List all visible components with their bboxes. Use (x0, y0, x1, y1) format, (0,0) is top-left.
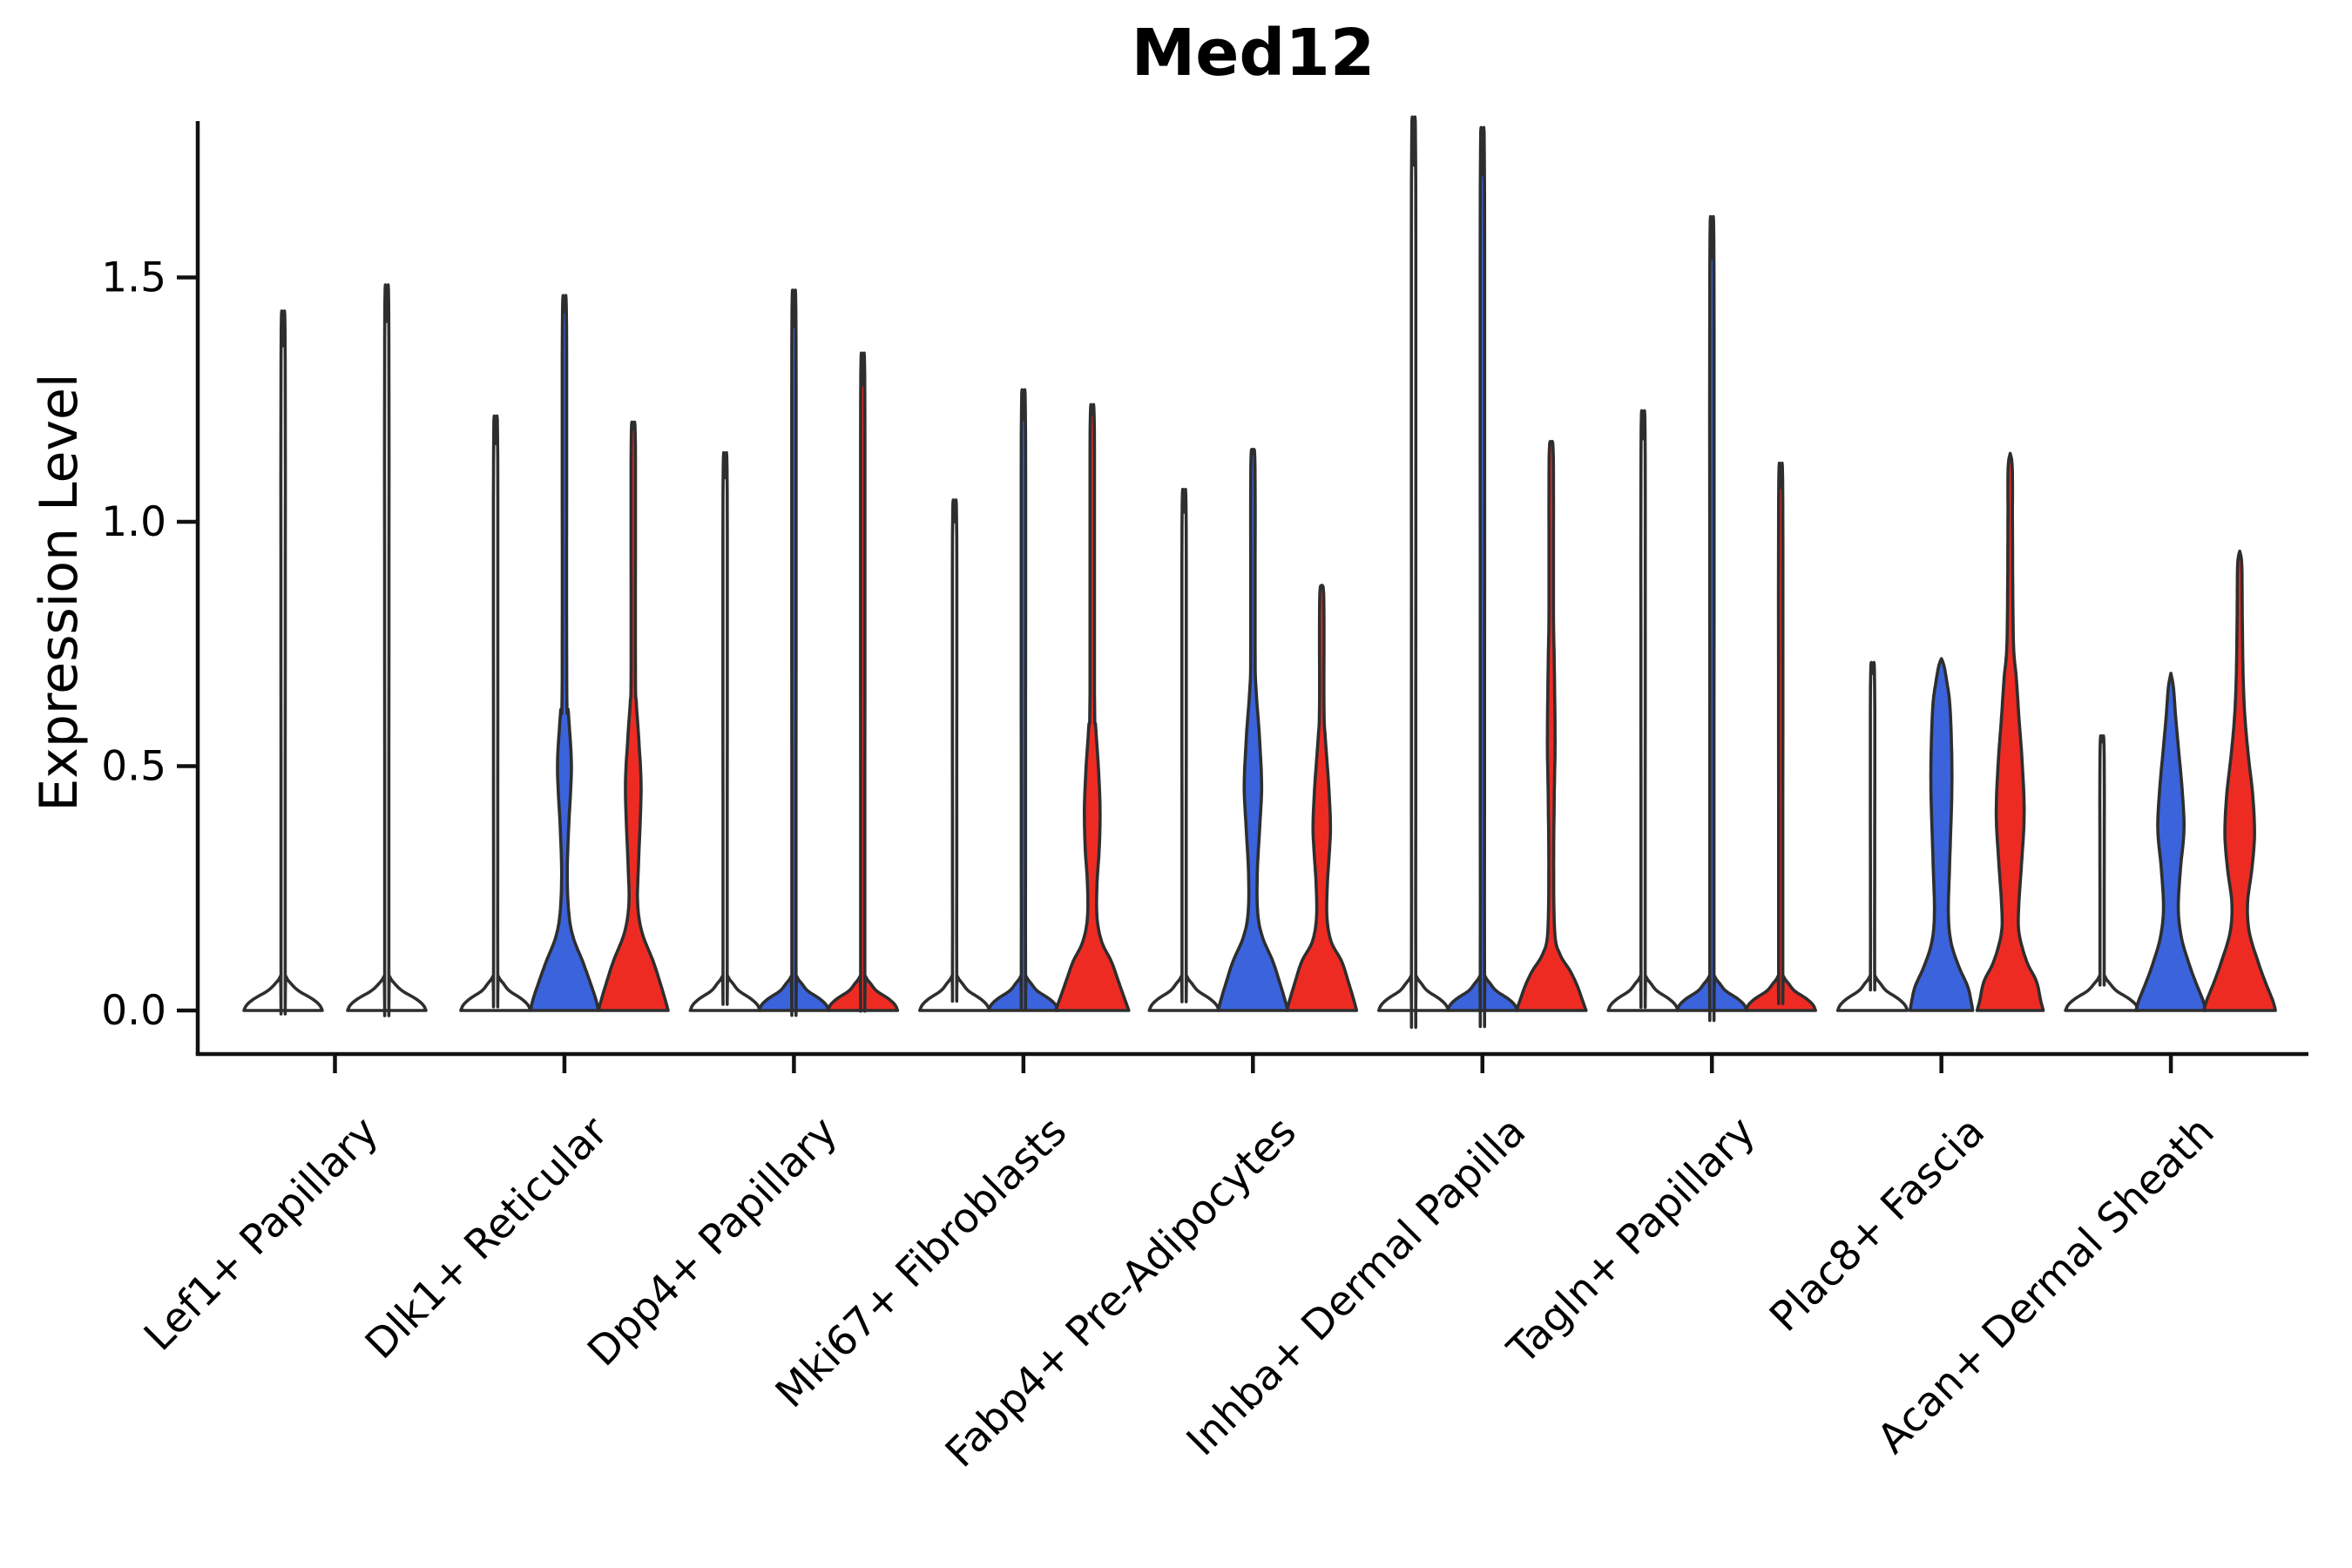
violin-Fabp4+-red (1285, 584, 1359, 1012)
violin-Dpp4+-red (826, 351, 900, 1013)
violin-Tagln+-red (1744, 461, 1817, 1012)
violin-Acan+-red (2202, 549, 2277, 1012)
violin-Lef1+-plain (242, 309, 324, 1016)
violin-Plac8+-plain (1835, 660, 1909, 1012)
y-axis-label: Expression Level (29, 373, 90, 812)
violin-Dlk1+-blue (529, 294, 600, 1012)
y-tick-label: 1.0 (101, 498, 166, 546)
violin-Dlk1+-red (597, 420, 670, 1012)
plot-title: Med12 (1131, 16, 1375, 91)
x-tick-label-6: Tagln+ Papillary (1498, 1108, 1765, 1375)
violin-Acan+-blue (2134, 672, 2207, 1012)
violin-Plac8+-blue (1908, 657, 1975, 1012)
y-tick-label: 0.0 (101, 987, 166, 1035)
violin-Plac8+-red (1975, 451, 2045, 1012)
violin-Mki67+-red (1054, 402, 1131, 1012)
x-tick-label-7: Plac8+ Fascia (1761, 1108, 1994, 1342)
x-tick-label-0: Lef1+ Papillary (135, 1108, 388, 1361)
violin-Inhba+-red (1515, 440, 1588, 1012)
x-tick-label-2: Dpp4+ Papillary (578, 1108, 847, 1376)
violin-Mki67+-plain (918, 498, 991, 1012)
violin-Dlk1+-plain (459, 414, 532, 1012)
violin-Dpp4+-blue (757, 288, 831, 1017)
violin-Tagln+-plain (1606, 409, 1680, 1012)
violin-Fabp4+-plain (1147, 488, 1221, 1012)
violin-Inhba+-blue (1446, 125, 1519, 1029)
violin-Inhba+-plain (1377, 115, 1450, 1029)
violin-Mki67+-blue (987, 388, 1060, 1012)
violin-Dpp4+-plain (688, 450, 762, 1012)
violin-Acan+-plain (2064, 734, 2140, 1012)
y-tick-label: 0.5 (101, 743, 166, 791)
x-tick-label-1: Dlk1+ Reticular (356, 1107, 618, 1369)
violin-Tagln+-blue (1675, 214, 1748, 1023)
violin-Lef1+-plain (346, 283, 428, 1017)
violin-Fabp4+-blue (1216, 448, 1290, 1012)
y-tick-label: 1.5 (101, 254, 166, 302)
